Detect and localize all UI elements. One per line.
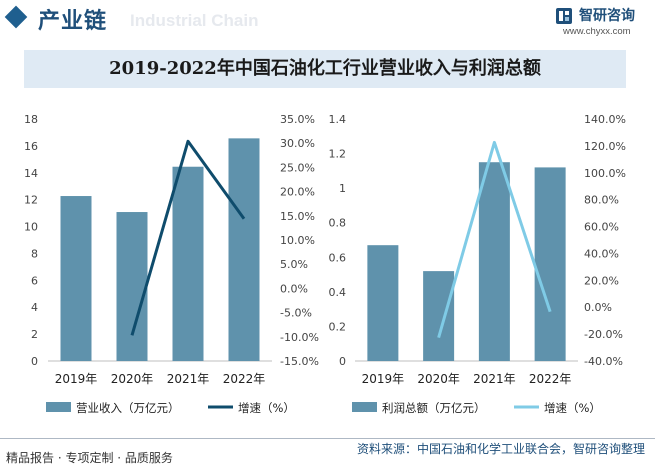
x-axis-tick-label: 2020年 bbox=[111, 372, 154, 386]
right-axis-tick-label: 100.0% bbox=[584, 167, 626, 180]
right-axis-tick-label: 60.0% bbox=[584, 221, 619, 234]
left-axis-tick-label: 0 bbox=[339, 355, 346, 368]
growth-line bbox=[437, 140, 552, 339]
bar bbox=[478, 162, 510, 361]
right-axis-tick-label: 20.0% bbox=[280, 186, 315, 199]
left-axis-tick-label: 18 bbox=[24, 113, 38, 126]
left-axis-tick-label: 14 bbox=[24, 167, 38, 180]
legend-label: 利润总额（万亿元） bbox=[382, 401, 486, 415]
left-axis-tick-label: 0.4 bbox=[329, 286, 347, 299]
brand-url: www.chyxx.com bbox=[563, 26, 631, 37]
left-axis-tick-label: 0.6 bbox=[329, 251, 347, 264]
brand: 智研咨询 www.chyxx.com bbox=[555, 5, 645, 41]
bar bbox=[534, 167, 566, 361]
left-axis-tick-label: 2 bbox=[31, 328, 38, 341]
right-axis-tick-label: -10.0% bbox=[280, 331, 319, 344]
watermark-text: Industrial Chain bbox=[130, 11, 259, 30]
left-axis-tick-label: 0.2 bbox=[329, 320, 347, 333]
bar bbox=[367, 245, 399, 361]
legend-bar-swatch bbox=[46, 402, 71, 412]
bar bbox=[172, 166, 204, 361]
brand-logo-icon bbox=[556, 8, 572, 24]
section-title: 产业链 bbox=[38, 9, 108, 34]
left-axis-tick-label: 4 bbox=[31, 301, 38, 314]
right-axis-tick-label: 0.0% bbox=[280, 282, 308, 295]
x-axis-tick-label: 2022年 bbox=[223, 372, 266, 386]
x-axis-tick-label: 2021年 bbox=[167, 372, 210, 386]
footer-slogan: 精品报告 · 专项定制 · 品质服务 bbox=[6, 451, 173, 465]
source-note: 资料来源：中国石油和化学工业联合会，智研咨询整理 bbox=[356, 442, 645, 456]
footer: 精品报告 · 专项定制 · 品质服务 资料来源：中国石油和化学工业联合会，智研咨… bbox=[0, 438, 655, 469]
right-axis-tick-label: -15.0% bbox=[280, 355, 319, 368]
left-axis-tick-label: 0 bbox=[31, 355, 38, 368]
right-axis-tick-label: 120.0% bbox=[584, 140, 626, 153]
right-axis-tick-label: 5.0% bbox=[280, 258, 308, 271]
left-axis-tick-label: 10 bbox=[24, 221, 38, 234]
x-axis-tick-label: 2019年 bbox=[55, 372, 98, 386]
x-axis-tick-label: 2022年 bbox=[529, 372, 572, 386]
right-axis-tick-label: 40.0% bbox=[584, 247, 619, 260]
right-axis-tick-label: -5.0% bbox=[280, 307, 312, 320]
right-axis-tick-label: 25.0% bbox=[280, 161, 315, 174]
x-axis-tick-label: 2020年 bbox=[417, 372, 460, 386]
right-axis-tick-label: 35.0% bbox=[280, 113, 315, 126]
chart-title: 2019-2022年中国石油化工行业营业收入与利润总额 bbox=[24, 50, 626, 88]
legend-label: 增速（%） bbox=[544, 401, 601, 415]
bar bbox=[116, 212, 148, 361]
legend-bar-swatch bbox=[352, 402, 377, 412]
x-axis-tick-label: 2021年 bbox=[473, 372, 516, 386]
chart-area: 024681012141618-15.0%-10.0%-5.0%0.0%5.0%… bbox=[24, 113, 626, 415]
right-axis-tick-label: 10.0% bbox=[280, 234, 315, 247]
left-axis-tick-label: 1 bbox=[339, 182, 346, 195]
right-axis-tick-label: -20.0% bbox=[584, 328, 623, 341]
left-axis-tick-label: 1.2 bbox=[329, 148, 347, 161]
right-axis-tick-label: 80.0% bbox=[584, 194, 619, 207]
left-axis-tick-label: 0.8 bbox=[329, 217, 347, 230]
left-axis-tick-label: 6 bbox=[31, 274, 38, 287]
bar bbox=[228, 138, 260, 361]
right-axis-tick-label: 0.0% bbox=[584, 301, 612, 314]
header-bar: 产业链 Industrial Chain 智研咨询 www.chyxx.com bbox=[0, 0, 655, 44]
right-axis-tick-label: 30.0% bbox=[280, 137, 315, 150]
growth-line bbox=[130, 139, 246, 336]
left-axis-tick-label: 12 bbox=[24, 194, 38, 207]
legend-label: 营业收入（万亿元） bbox=[76, 401, 180, 415]
left-axis-tick-label: 16 bbox=[24, 140, 38, 153]
bar bbox=[60, 196, 92, 361]
left-axis-tick-label: 8 bbox=[31, 247, 38, 260]
diamond-icon bbox=[4, 5, 28, 29]
right-axis-tick-label: -40.0% bbox=[584, 355, 623, 368]
legend-label: 增速（%） bbox=[238, 401, 295, 415]
right-axis-tick-label: 140.0% bbox=[584, 113, 626, 126]
brand-name: 智研咨询 bbox=[579, 8, 635, 24]
bar bbox=[423, 271, 455, 361]
right-axis-tick-label: 20.0% bbox=[584, 274, 619, 287]
left-axis-tick-label: 1.4 bbox=[329, 113, 347, 126]
right-axis-tick-label: 15.0% bbox=[280, 210, 315, 223]
x-axis-tick-label: 2019年 bbox=[362, 372, 405, 386]
